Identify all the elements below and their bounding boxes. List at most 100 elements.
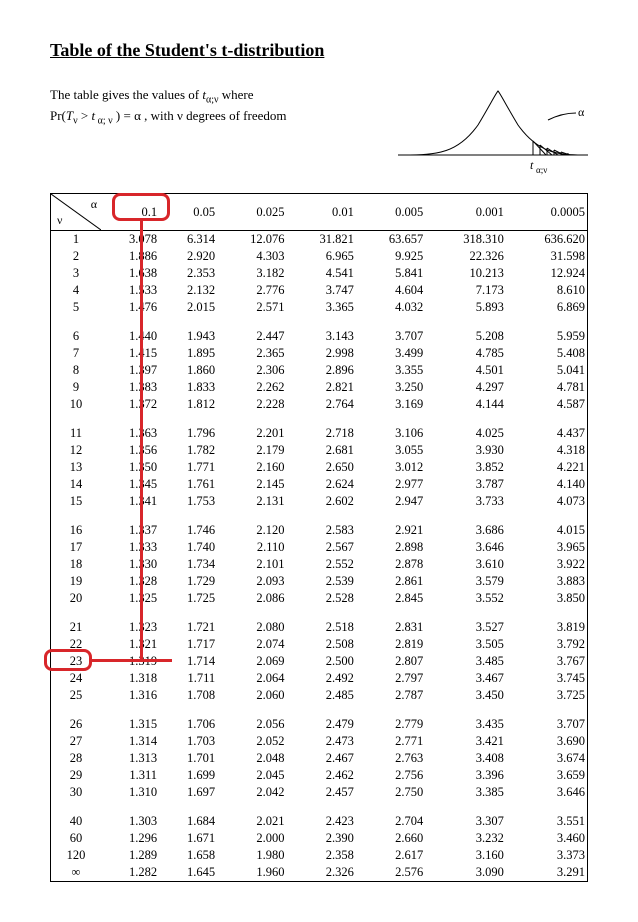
table-row: 41.5332.1322.7763.7474.6047.1738.610 [51, 282, 588, 299]
value-cell: 3.055 [356, 442, 425, 459]
table-row: 91.3831.8332.2622.8213.2504.2974.781 [51, 379, 588, 396]
value-cell: 1.311 [101, 767, 159, 784]
value-cell: 2.056 [217, 716, 286, 733]
corner-alpha: α [91, 197, 97, 212]
value-cell: 1.684 [159, 813, 217, 830]
spacer-row [51, 801, 588, 813]
nu-cell: 21 [51, 619, 102, 636]
table-row: 291.3111.6992.0452.4622.7563.3963.659 [51, 767, 588, 784]
value-cell: 5.959 [506, 328, 588, 345]
value-cell: 1.761 [159, 476, 217, 493]
table-row: 171.3331.7402.1102.5672.8983.6463.965 [51, 539, 588, 556]
value-cell: 2.060 [217, 687, 286, 704]
value-cell: 2.771 [356, 733, 425, 750]
value-cell: 1.313 [101, 750, 159, 767]
value-cell: 3.499 [356, 345, 425, 362]
value-cell: 2.306 [217, 362, 286, 379]
table-row: 271.3141.7032.0522.4732.7713.4213.690 [51, 733, 588, 750]
value-cell: 2.617 [356, 847, 425, 864]
value-cell: 3.852 [425, 459, 506, 476]
col-header: 0.025 [217, 194, 286, 231]
table-row: 181.3301.7342.1012.5522.8783.6103.922 [51, 556, 588, 573]
value-cell: 3.182 [217, 265, 286, 282]
value-cell: 63.657 [356, 231, 425, 249]
table-row: 131.3501.7712.1602.6503.0123.8524.221 [51, 459, 588, 476]
value-cell: 1.734 [159, 556, 217, 573]
value-cell: 2.518 [286, 619, 355, 636]
value-cell: 3.373 [506, 847, 588, 864]
col-header: 0.05 [159, 194, 217, 231]
value-cell: 3.883 [506, 573, 588, 590]
value-cell: 3.767 [506, 653, 588, 670]
nu-cell: 40 [51, 813, 102, 830]
value-cell: 5.841 [356, 265, 425, 282]
value-cell: 3.733 [425, 493, 506, 510]
value-cell: 1.729 [159, 573, 217, 590]
table-row: 601.2961.6712.0002.3902.6603.2323.460 [51, 830, 588, 847]
value-cell: 3.090 [425, 864, 506, 882]
value-cell: 2.365 [217, 345, 286, 362]
value-cell: 2.015 [159, 299, 217, 316]
table-row: 151.3411.7532.1312.6022.9473.7334.073 [51, 493, 588, 510]
value-cell: 2.120 [217, 522, 286, 539]
nu-cell: 5 [51, 299, 102, 316]
value-cell: 3.169 [356, 396, 425, 413]
value-cell: 1.771 [159, 459, 217, 476]
value-cell: 2.998 [286, 345, 355, 362]
value-cell: 3.291 [506, 864, 588, 882]
value-cell: 4.032 [356, 299, 425, 316]
value-cell: 3.421 [425, 733, 506, 750]
value-cell: 3.579 [425, 573, 506, 590]
value-cell: 1.328 [101, 573, 159, 590]
value-cell: 2.485 [286, 687, 355, 704]
table-row: 101.3721.8122.2282.7643.1694.1444.587 [51, 396, 588, 413]
value-cell: 1.316 [101, 687, 159, 704]
value-cell: 2.110 [217, 539, 286, 556]
value-cell: 3.930 [425, 442, 506, 459]
table-row: 281.3131.7012.0482.4672.7633.4083.674 [51, 750, 588, 767]
table-row: 121.3561.7822.1792.6813.0553.9304.318 [51, 442, 588, 459]
value-cell: 1.303 [101, 813, 159, 830]
value-cell: 2.787 [356, 687, 425, 704]
value-cell: 1.943 [159, 328, 217, 345]
col-header: 0.005 [356, 194, 425, 231]
value-cell: 2.583 [286, 522, 355, 539]
value-cell: 4.541 [286, 265, 355, 282]
intro-text: The table gives the values of tα;ν where… [50, 85, 286, 128]
value-cell: 3.160 [425, 847, 506, 864]
value-cell: 31.821 [286, 231, 355, 249]
value-cell: 2.552 [286, 556, 355, 573]
value-cell: 1.310 [101, 784, 159, 801]
value-cell: 12.076 [217, 231, 286, 249]
value-cell: 2.831 [356, 619, 425, 636]
value-cell: 1.860 [159, 362, 217, 379]
value-cell: 2.390 [286, 830, 355, 847]
value-cell: 5.893 [425, 299, 506, 316]
symbol-sub: α;ν [206, 95, 219, 106]
value-cell: 2.423 [286, 813, 355, 830]
value-cell: 3.850 [506, 590, 588, 607]
intro-row: The table gives the values of tα;ν where… [50, 85, 588, 175]
value-cell: 1.658 [159, 847, 217, 864]
text: The table gives the values of [50, 87, 202, 102]
value-cell: 3.646 [506, 784, 588, 801]
spacer-row [51, 413, 588, 425]
value-cell: 3.527 [425, 619, 506, 636]
value-cell: 2.045 [217, 767, 286, 784]
nu-cell: 6 [51, 328, 102, 345]
value-cell: 636.620 [506, 231, 588, 249]
value-cell: 3.792 [506, 636, 588, 653]
value-cell: 3.355 [356, 362, 425, 379]
value-cell: 1.315 [101, 716, 159, 733]
table-row: 111.3631.7962.2012.7183.1064.0254.437 [51, 425, 588, 442]
spacer-row [51, 704, 588, 716]
value-cell: 1.397 [101, 362, 159, 379]
value-cell: 3.787 [425, 476, 506, 493]
value-cell: 2.457 [286, 784, 355, 801]
value-cell: 2.861 [356, 573, 425, 590]
value-cell: 1.333 [101, 539, 159, 556]
value-cell: 2.898 [356, 539, 425, 556]
value-cell: 1.711 [159, 670, 217, 687]
value-cell: 3.690 [506, 733, 588, 750]
value-cell: 2.779 [356, 716, 425, 733]
